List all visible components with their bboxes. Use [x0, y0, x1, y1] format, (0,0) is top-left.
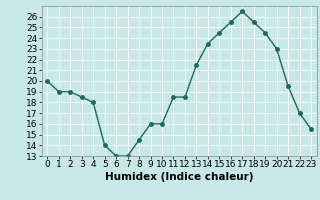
X-axis label: Humidex (Indice chaleur): Humidex (Indice chaleur)	[105, 172, 253, 182]
